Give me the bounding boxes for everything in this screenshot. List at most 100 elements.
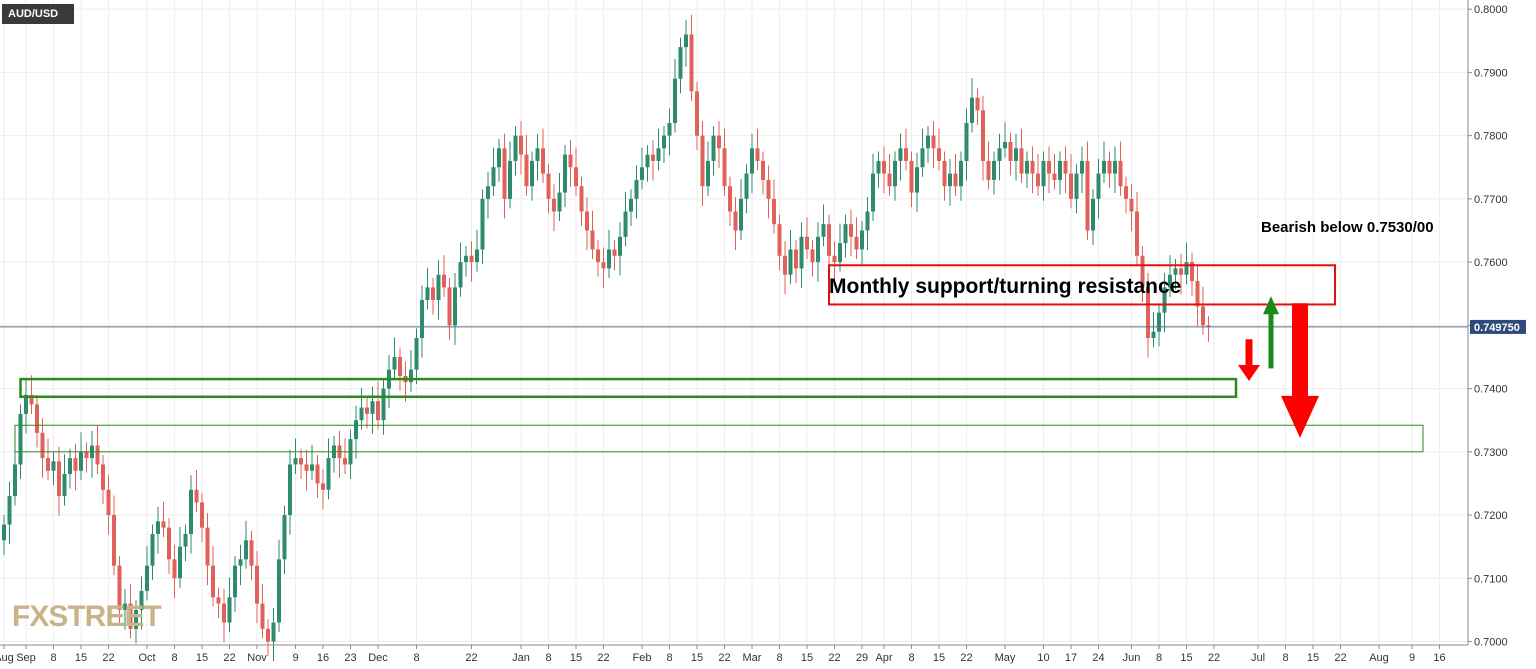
candle [57,446,61,516]
candle [282,505,287,574]
candle [1091,189,1095,246]
x-tick-label: 8 [1156,652,1162,664]
candle [299,448,303,479]
candle [596,239,600,277]
candle [579,176,584,227]
candle [1036,153,1040,196]
candle [585,196,589,251]
candle [997,133,1002,181]
candle [7,481,12,545]
candle [772,179,776,234]
candle [277,539,281,633]
x-tick-label: 8 [666,652,672,664]
candle [29,375,34,414]
candle [854,217,859,259]
candle [700,121,705,206]
candle [112,495,116,576]
candle [431,277,435,315]
candle [502,133,507,219]
candle [629,189,633,227]
x-tick-label: 16 [1433,652,1445,664]
candle [640,147,644,190]
candle [51,451,56,486]
y-axis: 0.70000.71000.72000.73000.74000.75000.76… [1468,4,1508,649]
candle [387,355,391,409]
candle [931,121,936,168]
candle [420,285,424,358]
candle [981,95,985,181]
y-tick-label: 0.7900 [1474,67,1508,79]
fxstreet-logo: FXSTREET [12,600,161,633]
support-zone-lower [14,424,1424,453]
candle [310,444,314,481]
candle [766,165,771,219]
x-tick-label: 22 [223,652,235,664]
candle [656,128,661,171]
x-tick-label: 8 [171,652,177,664]
candle [733,196,738,251]
y-tick-label: 0.7100 [1474,573,1508,585]
candle [359,387,364,430]
candle [1069,153,1073,209]
candle [161,501,166,538]
candle [40,418,45,478]
candle [645,145,650,182]
candle [128,583,133,639]
x-tick-label: 8 [1282,652,1288,664]
small-down-arrow [1238,339,1260,381]
x-axis: AugSep81522Oct81522Nov91623Dec822Jan8152… [0,645,1446,664]
bearish-label: Bearish below 0.7530/00 [1261,219,1434,236]
large-down-arrow [1281,303,1319,438]
candle [777,214,782,271]
candle [552,184,556,232]
x-tick-label: 22 [1334,652,1346,664]
candle [227,577,232,633]
candle [1146,272,1150,358]
candle [376,381,380,430]
x-tick-label: 22 [465,652,477,664]
candle [370,386,375,434]
candle [62,454,67,506]
candle [266,619,270,657]
candle [1162,272,1167,333]
x-tick-label: 16 [317,652,329,664]
candle [695,81,699,151]
x-tick-label: Mar [743,652,762,664]
symbol-label[interactable]: AUD/USD [2,4,74,24]
candle [530,151,534,201]
x-tick-label: 15 [691,652,703,664]
x-tick-label: 22 [102,652,114,664]
x-tick-label: 15 [196,652,208,664]
x-tick-label: 15 [801,652,813,664]
candle [73,443,78,491]
candle [678,37,683,94]
candle [810,239,815,277]
candle [1195,266,1200,326]
candle [607,229,611,278]
x-tick-label: Jun [1123,652,1141,664]
candle [332,436,336,473]
candle [541,128,545,184]
candle [497,138,501,182]
candle [1019,128,1024,184]
candle [249,530,254,581]
candle [750,133,754,194]
candle [1085,141,1090,240]
x-tick-label: Jul [1251,652,1265,664]
candle [1179,253,1183,295]
candle [711,126,716,176]
candle [1124,176,1128,214]
candle [926,126,930,163]
candle [706,141,710,196]
candle [348,429,353,479]
candle [937,128,941,171]
candle [145,546,149,601]
candle [618,222,622,276]
candle [728,176,732,227]
x-tick-label: 22 [597,652,609,664]
candle [975,88,980,125]
x-tick-label: 9 [1409,652,1415,664]
candle [739,179,743,240]
candle [354,405,358,459]
